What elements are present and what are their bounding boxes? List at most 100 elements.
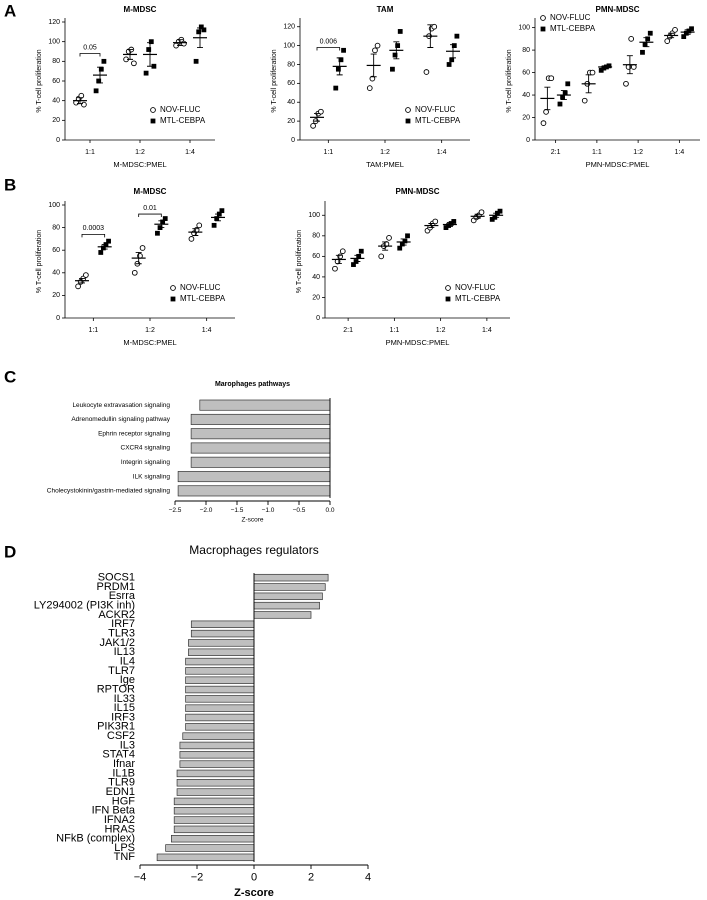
y-tick-label: 20 [52,292,60,299]
point [219,208,225,214]
point [581,97,588,104]
point [214,216,220,221]
category-label: IL33 [114,693,135,705]
legend-label: NOV-FLUC [415,105,456,114]
y-tick-label: 80 [52,224,60,231]
error-bar [602,65,609,69]
y-tick-label: 20 [312,294,320,301]
bar [190,620,255,628]
error-bar [474,213,481,219]
p-value: 0.01 [143,205,157,212]
legend-label: MTL-CEBPA [455,294,501,303]
category-label: TLR3 [108,628,135,640]
point [75,283,81,290]
legend-label: MTL-CEBPA [160,116,206,125]
category-label: EDN1 [106,786,135,798]
x-axis-label: PMN-MDSC:PMEL [386,338,450,347]
point [196,29,202,35]
legend-marker [150,107,156,113]
x-tick-label: 1:4 [675,149,685,156]
y-tick-label: 60 [52,78,60,85]
point [139,245,146,251]
category-label: ILK signaling [133,473,171,480]
point [432,218,439,225]
legend-marker [170,296,176,302]
point [454,33,460,39]
y-tick-label: 60 [522,69,530,76]
x-tick-label: 2:1 [343,327,353,334]
error-bar [585,74,592,94]
x-tick-label: 1:4 [202,327,212,334]
point [683,30,689,36]
error-bar [446,222,453,228]
point [543,109,549,115]
error-bar [428,223,435,229]
error-bar [393,41,400,60]
point [628,36,635,42]
bar [173,797,255,806]
x-tick-label: −2.5 [169,507,182,514]
y-tick-label: 80 [52,58,60,65]
category-label: Ephrin receptor signaling [98,430,170,437]
bar [185,657,255,666]
x-tick-label: 1:4 [482,327,492,334]
legend-marker [405,118,411,124]
x-tick-label: 1:2 [633,149,643,156]
x-tick-label: −2 [191,872,204,884]
point [339,248,346,255]
x-tick-label: 2 [308,872,314,884]
x-tick-label: −0.5 [293,507,306,514]
bar [185,685,255,694]
panel-letter: D [4,542,16,561]
error-bar [77,97,83,105]
point [96,78,102,84]
point [399,241,405,247]
point [451,43,457,48]
error-bar [544,86,551,111]
category-label: Adrenomedullin signaling pathway [71,416,170,423]
point [647,30,653,36]
point [366,85,373,91]
point [431,23,438,30]
point [548,75,555,82]
p-value: 0.05 [83,44,97,51]
point [188,236,195,242]
point [198,24,204,30]
bar [176,788,255,796]
point [100,245,106,251]
bar [177,485,331,497]
point [333,85,339,91]
legend-marker [170,285,176,291]
legend-marker [540,26,546,32]
x-tick-label: 1:1 [592,149,602,156]
y-tick-label: 80 [522,47,530,54]
x-tick-label: 1:1 [85,149,95,156]
y-tick-label: 100 [48,202,60,209]
y-tick-label: 60 [287,80,295,87]
point [369,75,376,82]
y-tick-label: 100 [518,24,530,31]
point [565,81,571,87]
bar [190,442,331,454]
point [392,52,398,58]
bar [156,853,255,862]
point [562,90,568,96]
point [310,122,316,129]
point [397,29,403,34]
point [378,253,385,260]
point [196,222,203,229]
bar [190,456,331,468]
x-axis-label: TAM:PMEL [366,160,404,169]
bar [253,601,320,610]
category-label: LPS [114,842,135,854]
y-tick-label: 100 [308,212,320,219]
y-tick-label: 120 [283,24,295,31]
y-tick-label: 40 [522,92,530,99]
chart-title: M-MDSC [134,187,167,196]
y-tick-label: 40 [52,98,60,105]
category-label: PRDM1 [96,581,135,593]
point [83,272,89,278]
x-tick-label: 1:2 [135,149,145,156]
y-tick-label: 0 [56,315,60,322]
